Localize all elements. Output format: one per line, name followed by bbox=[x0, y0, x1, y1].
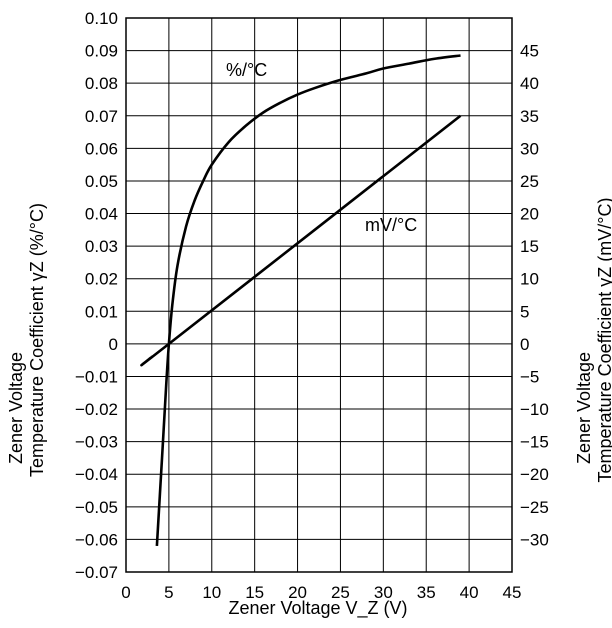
right-y-tick-label: −30 bbox=[520, 530, 549, 549]
right-axis-title-line1: Zener Voltage bbox=[574, 352, 594, 464]
right-y-tick-label: 25 bbox=[520, 172, 539, 191]
x-tick-label: 5 bbox=[164, 583, 173, 602]
right-axis-title-line2: Temperature Coefficient γZ (mV/°C) bbox=[595, 198, 612, 483]
x-tick-label: 20 bbox=[288, 583, 307, 602]
series-line-percent-per-c bbox=[155, 54, 461, 547]
x-tick-label: 30 bbox=[374, 583, 393, 602]
series-line-mv-per-c bbox=[140, 114, 462, 367]
left-y-tick-label: 0.01 bbox=[85, 302, 118, 321]
right-y-tick-label: −10 bbox=[520, 400, 549, 419]
left-y-tick-label: −0.07 bbox=[75, 563, 118, 582]
x-tick-label: 10 bbox=[202, 583, 221, 602]
x-tick-label: 0 bbox=[121, 583, 130, 602]
left-y-tick-label: 0.04 bbox=[85, 205, 118, 224]
right-y-tick-label: −25 bbox=[520, 498, 549, 517]
left-axis-title-line2: Temperature Coefficient γZ (%/°C) bbox=[27, 203, 47, 477]
x-tick-label: 45 bbox=[503, 583, 522, 602]
left-y-tick-label: 0.08 bbox=[85, 74, 118, 93]
right-y-tick-label: −5 bbox=[520, 367, 539, 386]
left-y-tick-label: 0 bbox=[109, 335, 118, 354]
left-y-tick-label: −0.03 bbox=[75, 433, 118, 452]
right-y-tick-label: 0 bbox=[520, 335, 529, 354]
left-axis-title-line1: Zener Voltage bbox=[6, 352, 26, 464]
right-y-tick-label: 45 bbox=[520, 42, 539, 61]
left-y-tick-label: 0.02 bbox=[85, 270, 118, 289]
x-tick-label: 35 bbox=[417, 583, 436, 602]
right-y-tick-label: 30 bbox=[520, 139, 539, 158]
x-tick-labels: 0 5 10 15 20 25 30 35 40 45 bbox=[121, 583, 521, 602]
grid bbox=[125, 17, 513, 573]
left-y-tick-label: −0.05 bbox=[75, 498, 118, 517]
left-y-tick-labels: 0.10 0.09 0.08 0.07 0.06 0.05 0.04 0.03 0.02 0.01… bbox=[75, 9, 118, 582]
right-y-tick-label: 20 bbox=[520, 205, 539, 224]
left-y-tick-label: 0.07 bbox=[85, 107, 118, 126]
x-tick-label: 15 bbox=[245, 583, 264, 602]
x-tick-label: 40 bbox=[460, 583, 479, 602]
right-y-tick-label: 35 bbox=[520, 107, 539, 126]
right-y-tick-label: 10 bbox=[520, 270, 539, 289]
left-y-tick-label: 0.03 bbox=[85, 237, 118, 256]
plot-frame bbox=[125, 17, 513, 573]
right-y-tick-labels: 45 40 35 30 25 20 15 10 5 0 −5 −10 −15 −20 −25 −30 bbox=[520, 42, 549, 550]
left-y-tick-label: 0.06 bbox=[85, 139, 118, 158]
left-y-tick-label: −0.02 bbox=[75, 400, 118, 419]
left-y-tick-label: −0.04 bbox=[75, 465, 118, 484]
right-y-tick-label: 15 bbox=[520, 237, 539, 256]
right-y-tick-label: −15 bbox=[520, 433, 549, 452]
right-y-tick-label: −20 bbox=[520, 465, 549, 484]
left-y-tick-label: −0.06 bbox=[75, 530, 118, 549]
left-y-tick-label: 0.09 bbox=[85, 42, 118, 61]
left-y-tick-label: 0.05 bbox=[85, 172, 118, 191]
series-layer bbox=[140, 54, 462, 547]
right-y-tick-label: 5 bbox=[520, 302, 529, 321]
series-label-percent: %/°C bbox=[226, 60, 267, 80]
left-y-tick-label: 0.10 bbox=[85, 9, 118, 28]
x-tick-label: 25 bbox=[331, 583, 350, 602]
right-y-tick-label: 40 bbox=[520, 74, 539, 93]
x-axis-title: Zener Voltage V_Z (V) bbox=[228, 598, 407, 619]
left-y-tick-label: −0.01 bbox=[75, 367, 118, 386]
series-label-mv: mV/°C bbox=[365, 215, 417, 235]
